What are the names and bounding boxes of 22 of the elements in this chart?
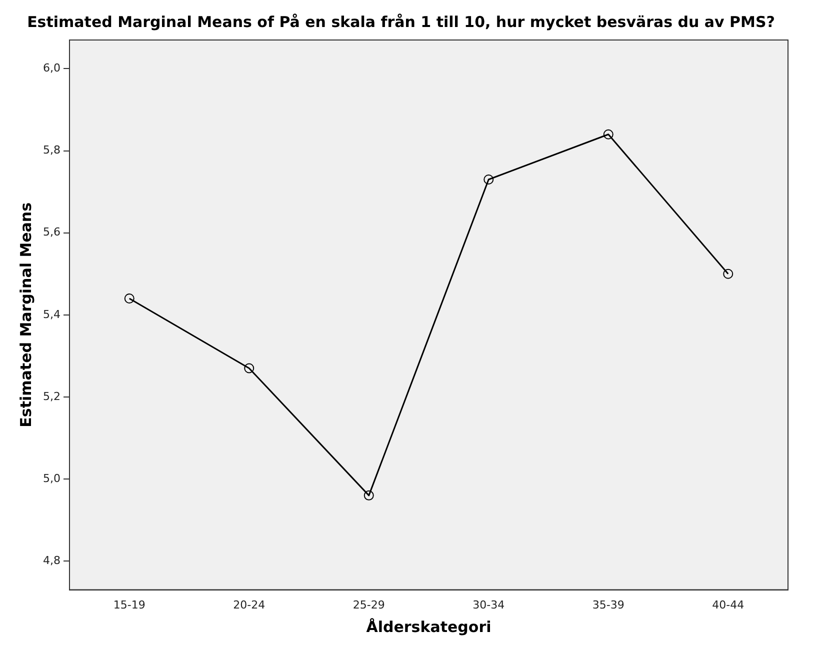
y-tick-label: 6,0 <box>42 62 60 75</box>
x-tick-label: 35-39 <box>592 598 624 612</box>
point <box>603 129 614 140</box>
y-tick-label: 4,8 <box>42 554 60 567</box>
y-tick-label: 5,0 <box>42 472 60 485</box>
x-tick-label: 20-24 <box>233 598 266 612</box>
x-axis-title: Ålderskategori <box>366 618 492 636</box>
y-tick-label: 5,4 <box>42 308 60 321</box>
point <box>484 174 494 184</box>
y-axis-title: Estimated Marginal Means <box>16 202 35 428</box>
y-tick-label: 5,2 <box>42 390 60 403</box>
point <box>244 363 254 374</box>
x-tick-label: 25-29 <box>352 598 385 612</box>
x-tick-label: 15-19 <box>113 598 146 612</box>
point <box>723 268 734 279</box>
chart-title: Estimated Marginal Means of På en skala från 1 till 10, hur mycket besväras du av PMS? <box>27 12 775 31</box>
point <box>124 293 134 304</box>
x-tick-label: 30-34 <box>472 598 505 612</box>
y-tick-label: 5,8 <box>42 144 60 157</box>
y-tick-label: 5,6 <box>42 226 60 239</box>
x-tick-label: 40-44 <box>712 598 744 612</box>
point <box>364 490 374 500</box>
